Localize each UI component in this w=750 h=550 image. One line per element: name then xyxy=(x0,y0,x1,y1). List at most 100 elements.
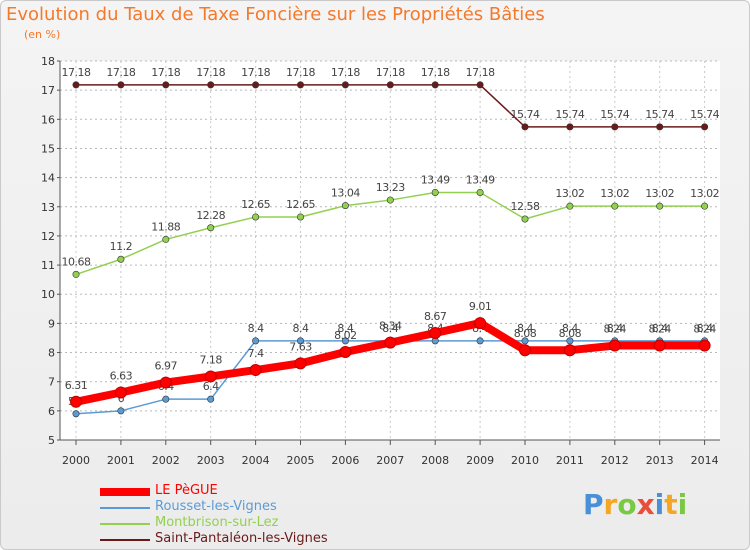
data-point xyxy=(204,370,217,383)
data-point xyxy=(294,357,307,370)
data-point xyxy=(698,339,711,352)
series-le-p-gue: 6.31 6.63 6.97 7.18 7.4 7.63 8.02 8.34 8.67 9.01 8… xyxy=(65,300,717,408)
x-tick-label: 2002 xyxy=(152,454,180,467)
logo-letter: o xyxy=(617,488,637,521)
data-point xyxy=(162,235,170,243)
data-point xyxy=(563,344,576,357)
data-point xyxy=(72,270,80,278)
data-label: 17.18 xyxy=(421,66,450,79)
data-label: 13.49 xyxy=(466,173,495,186)
legend-swatch xyxy=(100,488,150,496)
data-point xyxy=(207,224,215,232)
x-tick-label: 2011 xyxy=(556,454,584,467)
data-point xyxy=(566,123,574,131)
data-label: 11.2 xyxy=(110,240,133,253)
data-label: 8.08 xyxy=(514,327,537,340)
legend-label: Saint-Pantaléon-les-Vignes xyxy=(155,531,328,546)
x-tick-label: 2008 xyxy=(421,454,449,467)
logo-letter: i xyxy=(654,488,665,521)
data-label: 8.34 xyxy=(379,320,402,333)
data-point xyxy=(519,344,531,357)
data-label: 7.4 xyxy=(248,347,264,360)
data-point xyxy=(566,337,574,345)
data-point xyxy=(611,202,619,210)
proxiti-logo: Proxiti xyxy=(583,488,687,521)
data-label: 12.28 xyxy=(196,209,225,222)
y-tick-label: 6 xyxy=(48,405,55,418)
data-point xyxy=(252,213,260,221)
y-tick-label: 14 xyxy=(41,172,55,185)
data-label: 8.24 xyxy=(604,323,627,336)
data-label: 8.4 xyxy=(652,322,668,335)
legend-swatch xyxy=(100,539,150,541)
data-point xyxy=(117,407,125,415)
data-point xyxy=(431,188,439,196)
data-point xyxy=(252,337,260,345)
data-point xyxy=(476,188,484,196)
y-tick-label: 16 xyxy=(41,113,55,126)
data-label: 6.4 xyxy=(203,380,219,393)
data-point xyxy=(429,327,442,340)
y-tick-label: 8 xyxy=(48,347,55,360)
data-point xyxy=(159,376,172,389)
data-point xyxy=(117,81,125,89)
y-tick-label: 18 xyxy=(41,55,55,68)
legend-swatch xyxy=(100,523,150,525)
data-label: 15.74 xyxy=(511,108,540,121)
data-label: 17.18 xyxy=(331,66,360,79)
data-point xyxy=(249,364,262,377)
y-tick-label: 7 xyxy=(48,376,55,389)
data-point xyxy=(341,202,349,210)
data-point xyxy=(207,395,215,403)
y-tick-label: 12 xyxy=(41,230,55,243)
data-point xyxy=(656,202,664,210)
data-point xyxy=(701,123,709,131)
data-label: 13.02 xyxy=(600,187,629,200)
data-point xyxy=(252,81,260,89)
data-label: 7.63 xyxy=(289,340,312,353)
data-label: 6.63 xyxy=(110,369,133,382)
data-point xyxy=(656,123,664,131)
data-point xyxy=(341,81,349,89)
data-point xyxy=(521,215,529,223)
data-label: 15.74 xyxy=(645,108,674,121)
data-label: 8.4 xyxy=(562,322,578,335)
data-label: 15.74 xyxy=(555,108,584,121)
logo-letter: t xyxy=(664,488,678,521)
data-point xyxy=(296,337,304,345)
data-point xyxy=(521,337,529,345)
legend-swatch xyxy=(100,507,150,509)
data-label: 13.02 xyxy=(645,187,674,200)
data-label: 13.04 xyxy=(331,187,360,200)
data-point xyxy=(339,345,352,358)
data-point xyxy=(386,81,394,89)
data-label: 8.4 xyxy=(248,322,264,335)
series-montbrison-sur-lez: 10.68 11.2 11.88 12.28 12.65 12.65 13.04 13.23 1… xyxy=(62,173,720,278)
y-tick-label: 13 xyxy=(41,201,55,214)
series-saint-pantal-on-les-vignes: 17.18 17.18 17.18 17.18 17.18 17.18 17.18 17.18… xyxy=(62,66,720,131)
data-label: 17.18 xyxy=(241,66,270,79)
data-label: 10.68 xyxy=(62,255,91,268)
data-label: 17.18 xyxy=(196,66,225,79)
data-point xyxy=(701,202,709,210)
data-label: 17.18 xyxy=(376,66,405,79)
x-tick-label: 2004 xyxy=(242,454,270,467)
y-tick-label: 10 xyxy=(41,288,55,301)
data-label: 7.18 xyxy=(199,353,222,366)
x-tick-label: 2010 xyxy=(511,454,539,467)
x-tick-label: 2012 xyxy=(601,454,629,467)
data-label: 17.18 xyxy=(106,66,135,79)
chart-title: Evolution du Taux de Taxe Foncière sur l… xyxy=(6,4,545,25)
y-tick-label: 5 xyxy=(48,434,55,447)
data-point xyxy=(611,123,619,131)
x-tick-label: 2003 xyxy=(197,454,225,467)
data-point xyxy=(296,213,304,221)
data-point xyxy=(474,317,487,330)
data-label: 15.74 xyxy=(600,108,629,121)
unit-label: (en %) xyxy=(24,28,61,41)
legend-label: LE PèGUE xyxy=(155,483,218,498)
x-tick-label: 2013 xyxy=(646,454,674,467)
data-label: 8.24 xyxy=(693,323,716,336)
data-label: 13.49 xyxy=(421,173,450,186)
data-label: 8.24 xyxy=(648,323,671,336)
